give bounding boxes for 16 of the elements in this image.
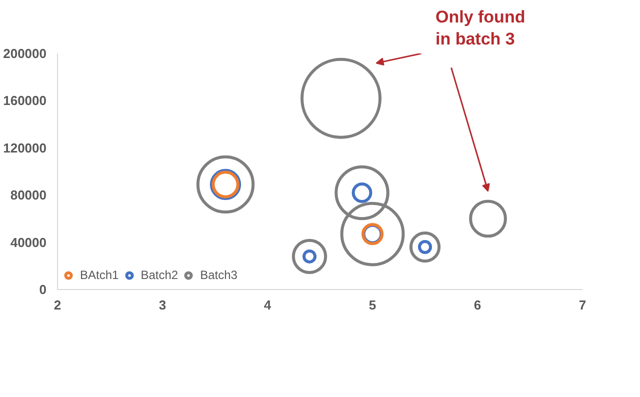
x-tick-label: 5 xyxy=(368,298,376,312)
x-tick-label: 3 xyxy=(158,298,166,312)
legend-label: Batch2 xyxy=(140,268,178,282)
y-tick-label: 0 xyxy=(39,282,47,297)
y-tick-label: 80000 xyxy=(10,188,47,203)
y-tick-label: 120000 xyxy=(3,140,47,156)
text: Only found in batch 3 xyxy=(436,8,526,48)
legend-label: Batch3 xyxy=(200,268,238,282)
x-tick-label: 7 xyxy=(578,298,586,312)
x-tick-label: 2 xyxy=(54,298,62,312)
y-tick-label: 40000 xyxy=(10,234,47,250)
legend-label: BAtch1 xyxy=(80,268,119,282)
x-tick-label: 6 xyxy=(474,298,482,312)
y-tick-label: 200000 xyxy=(3,46,47,61)
y-tick-label: 160000 xyxy=(3,93,47,108)
x-tick-label: 4 xyxy=(264,298,272,312)
